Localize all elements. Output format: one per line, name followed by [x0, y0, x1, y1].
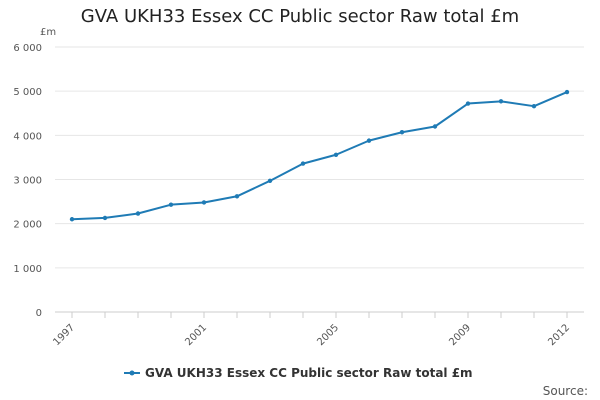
data-point[interactable]: [498, 99, 504, 104]
x-tick-label: 2009: [447, 322, 473, 348]
legend-label: GVA UKH33 Essex CC Public sector Raw tot…: [145, 366, 473, 380]
data-point[interactable]: [135, 211, 141, 216]
legend-dot-marker: [129, 370, 135, 376]
chart-title: GVA UKH33 Essex CC Public sector Raw tot…: [80, 6, 520, 27]
y-tick-label: 2 000: [13, 220, 42, 231]
data-point[interactable]: [531, 103, 537, 109]
y-tick-label: 4 000: [13, 131, 42, 142]
source-label: Source:: [543, 384, 588, 398]
y-tick-label: 6 000: [13, 43, 42, 54]
data-point[interactable]: [102, 215, 108, 221]
data-point[interactable]: [399, 130, 405, 135]
x-tick-label: 2005: [315, 322, 341, 348]
data-point[interactable]: [432, 124, 438, 129]
x-tick-label: 2012: [546, 322, 572, 348]
axes: 0 1 000 2 000 3 000 4 000 5 000 6 000 1997 2001 2…: [13, 43, 584, 348]
x-tick-label: 2001: [183, 322, 209, 348]
data-point[interactable]: [69, 217, 75, 222]
y-tick-label: 1 000: [13, 264, 42, 275]
series-line: [71, 91, 568, 221]
data-point[interactable]: [267, 178, 273, 184]
data-point[interactable]: [366, 138, 372, 143]
y-tick-label: 0: [36, 308, 42, 319]
legend[interactable]: GVA UKH33 Essex CC Public sector Raw tot…: [124, 366, 473, 380]
y-axis-unit-label: £m: [40, 27, 56, 38]
y-tick-label: 3 000: [13, 176, 42, 187]
x-tick-label: 1997: [51, 322, 77, 348]
series-layer: [69, 89, 570, 222]
data-point[interactable]: [564, 89, 570, 95]
data-point[interactable]: [234, 194, 240, 199]
data-point[interactable]: [465, 101, 471, 106]
y-tick-label: 5 000: [13, 87, 42, 98]
gridlines: [55, 46, 584, 313]
data-point[interactable]: [201, 200, 207, 205]
data-point[interactable]: [333, 152, 339, 157]
data-point[interactable]: [168, 202, 174, 207]
data-point[interactable]: [300, 161, 306, 166]
